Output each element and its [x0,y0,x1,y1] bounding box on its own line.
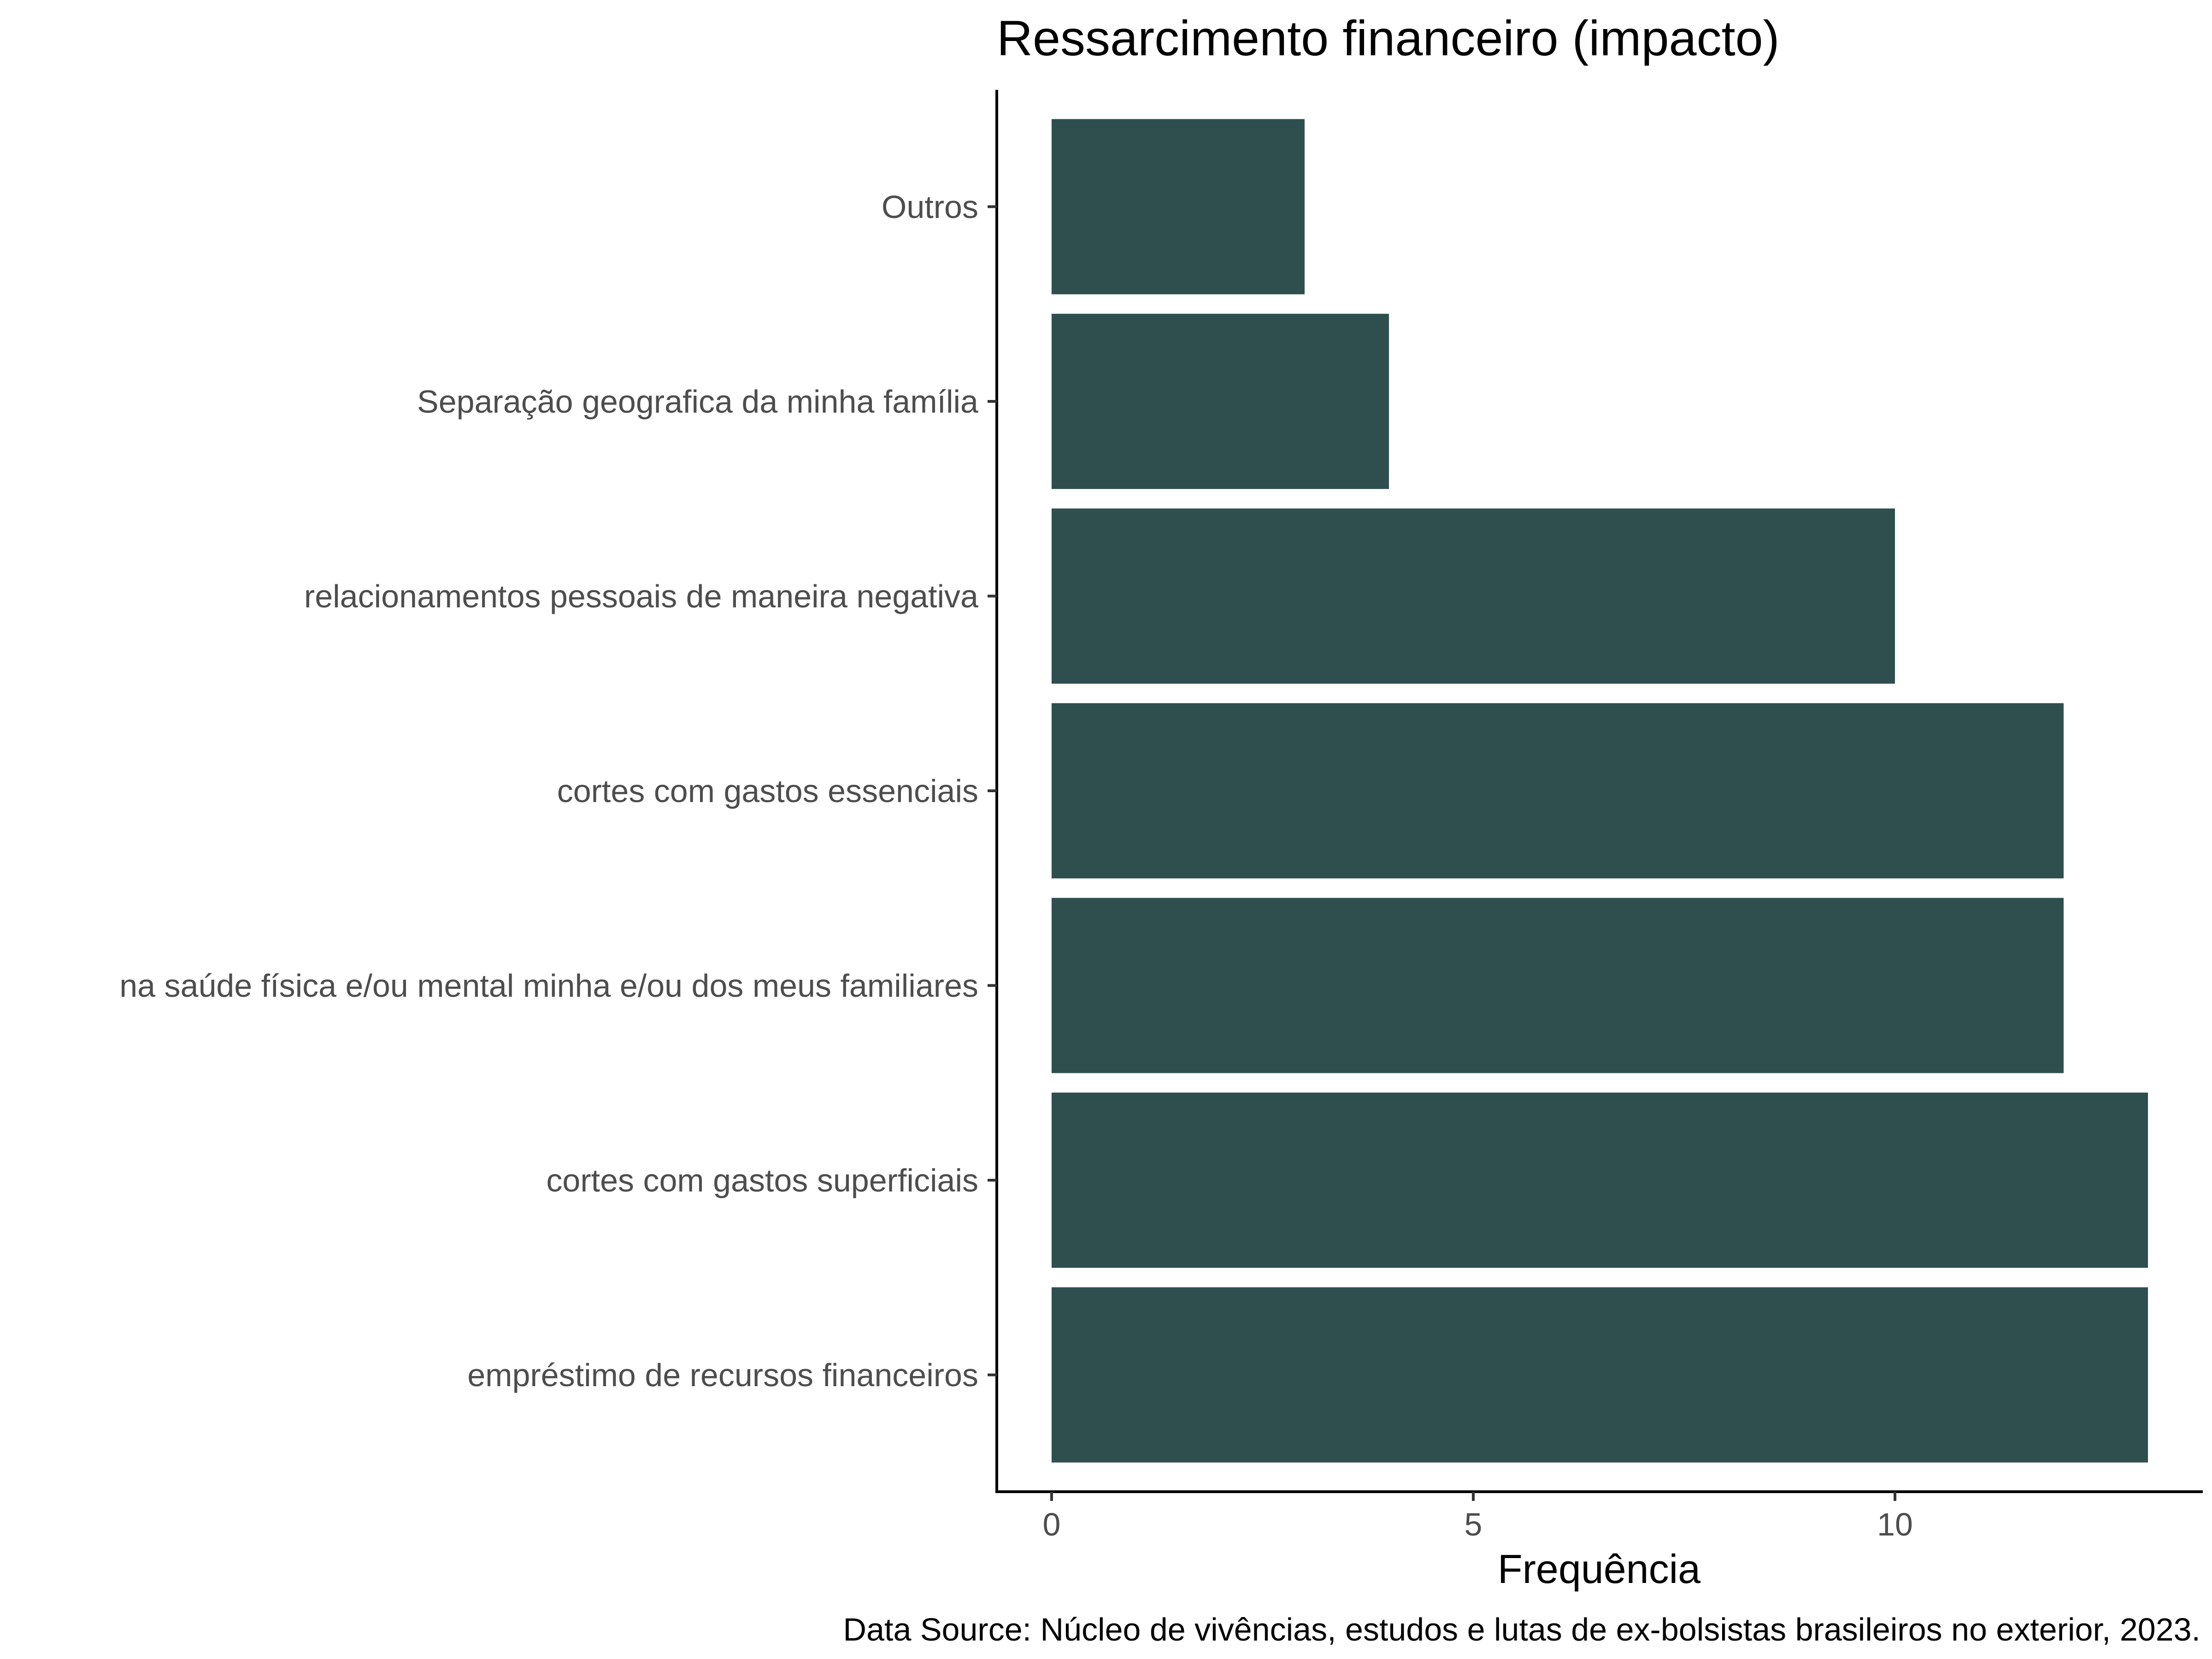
x-axis [995,1490,2203,1501]
bar-6 [1051,1092,2148,1268]
bar-2 [1051,313,1389,489]
x-tick-label-10: 10 [1877,1506,1913,1542]
category-label-2: Separação geografica da minha família [417,384,978,420]
category-label-1: Outros [882,189,978,225]
x-tick-labels: 0 5 10 [1042,1506,1912,1542]
category-labels: Outros Separação geografica da minha famí… [119,189,978,1393]
bar-1 [1051,119,1305,294]
category-label-7: empréstimo de recursos financeiros [467,1357,978,1393]
bar-4 [1051,703,2064,879]
data-source-caption: Data Source: Núcleo de vivências, estudo… [843,1612,2200,1647]
category-label-5: na saúde física e/ou mental minha e/ou d… [119,968,978,1004]
category-label-4: cortes com gastos essenciais [557,773,978,809]
x-tick-label-0: 0 [1042,1506,1060,1542]
x-axis-title: Frequência [1498,1546,1700,1592]
category-label-6: cortes com gastos superficiais [546,1163,978,1199]
bars-group [1051,119,2148,1463]
bar-7 [1051,1287,2148,1463]
x-tick-label-5: 5 [1465,1506,1483,1542]
bar-3 [1051,508,1895,684]
y-axis [988,90,998,1492]
bar-5 [1051,898,2064,1073]
category-label-3: relacionamentos pessoais de maneira nega… [304,578,978,614]
chart-title: Ressarcimento financeiro (impacto) [997,10,1780,66]
